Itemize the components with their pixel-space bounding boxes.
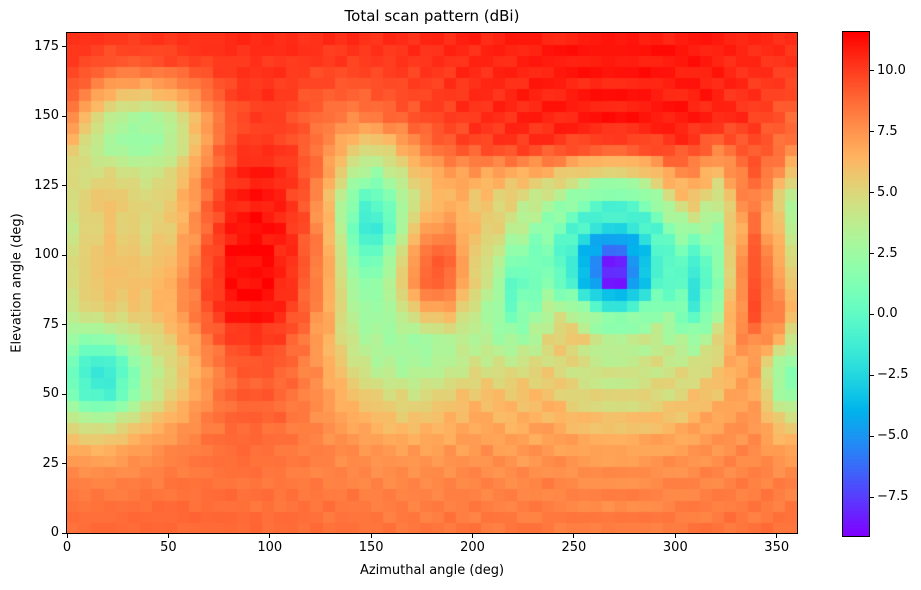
y-tick-label: 175: [34, 38, 59, 54]
y-tick-mark: [62, 115, 66, 117]
y-tick-mark: [62, 463, 66, 465]
colorbar-tick-mark: [870, 253, 874, 255]
x-tick-label: 50: [160, 540, 177, 555]
x-tick-label: 100: [257, 540, 283, 555]
x-tick-mark: [573, 534, 575, 538]
x-tick-mark: [167, 534, 169, 538]
colorbar-tick-label: −2.5: [877, 367, 909, 383]
y-tick-label: 125: [34, 177, 59, 193]
y-tick-mark: [62, 185, 66, 187]
y-tick-label: 25: [42, 455, 59, 471]
colorbar-tick-mark: [870, 435, 874, 437]
x-tick-label: 300: [662, 540, 688, 555]
y-tick-label: 50: [42, 386, 59, 402]
colorbar-tick-label: 7.5: [877, 123, 898, 139]
y-tick-label: 75: [42, 316, 59, 332]
heatmap-canvas: [66, 32, 798, 534]
colorbar-tick-label: −7.5: [877, 489, 909, 505]
colorbar-tick-mark: [870, 70, 874, 72]
colorbar-canvas: [842, 31, 870, 537]
colorbar-tick-label: 10.0: [877, 62, 906, 78]
x-tick-label: 200: [460, 540, 485, 555]
x-tick-mark: [776, 534, 778, 538]
y-tick-mark: [62, 324, 66, 326]
plot-title: Total scan pattern (dBi): [344, 7, 520, 25]
colorbar-tick-mark: [870, 496, 874, 498]
y-tick-mark: [62, 532, 66, 534]
y-tick-mark: [62, 46, 66, 48]
x-tick-label: 150: [358, 540, 384, 555]
colorbar-tick-label: 5.0: [877, 184, 898, 200]
colorbar-tick-mark: [870, 131, 874, 133]
x-tick-mark: [472, 534, 474, 538]
x-tick-label: 350: [764, 540, 790, 555]
y-axis-label: Elevation angle (deg): [9, 213, 25, 353]
x-tick-mark: [370, 534, 372, 538]
x-tick-label: 0: [62, 540, 72, 555]
y-tick-label: 150: [34, 108, 59, 124]
colorbar-tick-mark: [870, 313, 874, 315]
y-tick-label: 100: [34, 247, 59, 263]
x-tick-mark: [269, 534, 271, 538]
colorbar-tick-label: −5.0: [877, 428, 909, 444]
x-axis-label: Azimuthal angle (deg): [359, 563, 505, 578]
y-tick-label: 0: [50, 525, 59, 540]
colorbar-tick-label: 0.0: [877, 306, 898, 322]
x-tick-mark: [66, 534, 68, 538]
colorbar-tick-mark: [870, 192, 874, 194]
y-tick-mark: [62, 254, 66, 256]
x-tick-label: 250: [561, 540, 587, 555]
colorbar-tick-label: 2.5: [877, 245, 898, 261]
x-tick-mark: [674, 534, 676, 538]
colorbar-tick-mark: [870, 374, 874, 376]
y-tick-mark: [62, 393, 66, 395]
